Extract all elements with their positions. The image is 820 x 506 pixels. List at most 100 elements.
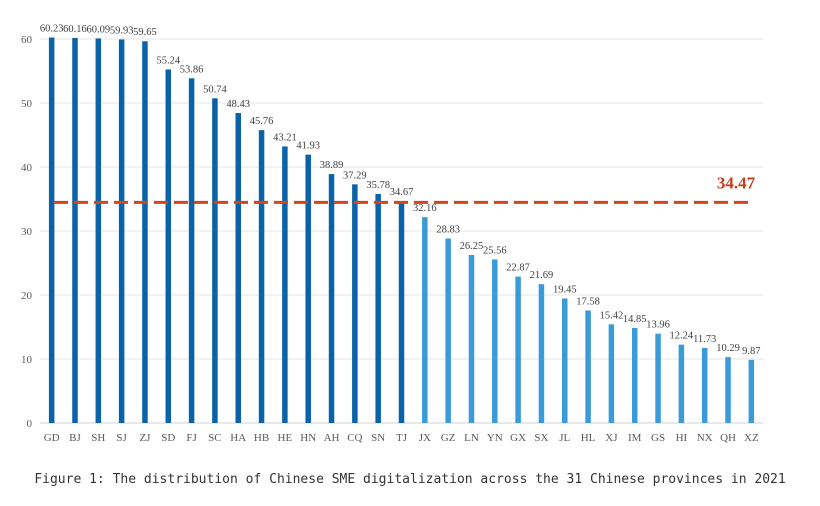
bar-xz [748, 359, 755, 423]
data-label-sc: 50.74 [203, 84, 227, 95]
x-category-sh: SH [91, 432, 105, 444]
bar-gz [445, 238, 451, 423]
data-label-nx: 11.73 [693, 334, 716, 345]
x-category-hn: HN [300, 432, 316, 444]
x-category-sj: SJ [116, 432, 127, 444]
bar-im [631, 327, 638, 423]
data-label-qh: 10.29 [716, 343, 740, 354]
data-label-sn: 35.78 [366, 180, 390, 191]
bar-tj [398, 201, 405, 423]
bar-bj [72, 37, 78, 423]
data-label-gx: 22.87 [506, 263, 530, 274]
bar-chart: 0 10 20 30 40 50 60 60.23 60.16 60.09 59.93 59.65 5… [21, 24, 763, 444]
data-label-bj: 60.16 [63, 24, 87, 35]
y-tick-label: 0 [27, 418, 33, 430]
data-label-yn: 25.56 [483, 245, 507, 256]
data-label-tj: 34.67 [390, 187, 414, 198]
x-category-ln: LN [464, 432, 479, 444]
bar-qh [725, 357, 731, 423]
x-category-yn: YN [487, 432, 503, 444]
data-label-im: 14.85 [623, 314, 647, 325]
data-label-gz: 28.83 [436, 224, 460, 235]
bar-cq [352, 184, 358, 423]
average-line-label: 34.47 [717, 173, 756, 192]
data-label-gd: 60.23 [40, 24, 64, 35]
data-label-sh: 60.09 [86, 24, 110, 35]
data-label-hl: 17.58 [576, 296, 600, 307]
average-line-group: 34.47 [54, 173, 756, 204]
y-tick-label: 60 [21, 34, 33, 46]
x-category-hi: HI [676, 432, 688, 444]
x-category-xz: XZ [744, 432, 759, 444]
x-category-ah: AH [324, 432, 340, 444]
data-label-fj: 53.86 [180, 64, 204, 75]
x-category-qh: QH [720, 432, 736, 444]
y-tick-label: 50 [21, 98, 33, 110]
x-category-sc: SC [208, 432, 221, 444]
bar-gx [515, 276, 521, 423]
data-label-he: 43.21 [273, 132, 297, 143]
bar-gd [48, 37, 55, 423]
data-label-cq: 37.29 [343, 170, 367, 181]
x-axis-categories: GD BJ SH SJ ZJ SD FJ SC HA HB HE HN AH CQ SN TJ JX GZ LN YN… [44, 432, 759, 444]
x-category-jl: JL [559, 432, 570, 444]
data-label-sj: 59.93 [110, 25, 134, 36]
x-category-jx: JX [419, 432, 431, 444]
bar-gs [655, 333, 661, 423]
x-category-hl: HL [581, 432, 596, 444]
y-tick-label: 40 [21, 162, 33, 174]
bar-sx [538, 284, 545, 423]
y-tick-label: 30 [21, 226, 33, 238]
data-label-sd: 55.24 [156, 55, 180, 66]
x-category-bj: BJ [69, 432, 81, 444]
x-category-tj: TJ [396, 432, 408, 444]
data-label-sx: 21.69 [530, 270, 554, 281]
bar-jl [562, 298, 568, 423]
bar-sd [165, 69, 172, 424]
data-label-xz: 9.87 [742, 346, 760, 357]
x-category-nx: NX [697, 432, 713, 444]
bar-ah [328, 174, 335, 423]
data-label-hn: 41.93 [296, 141, 320, 152]
x-category-sn: SN [371, 432, 385, 444]
data-label-xj: 15.42 [600, 310, 624, 321]
x-category-fj: FJ [186, 432, 197, 444]
x-category-hb: HB [254, 432, 269, 444]
bar-sc [212, 98, 218, 423]
x-category-cq: CQ [347, 432, 362, 444]
data-label-hb: 45.76 [250, 116, 274, 127]
data-label-ln: 26.25 [460, 241, 484, 252]
bars [48, 37, 755, 424]
bar-jx [422, 217, 428, 423]
bar-he [282, 146, 288, 423]
data-label-jx: 32.16 [413, 203, 437, 214]
bar-ln [468, 255, 475, 423]
data-label-gs: 13.96 [646, 320, 670, 331]
x-category-sx: SX [534, 432, 548, 444]
bar-sn [375, 194, 381, 423]
x-category-gs: GS [651, 432, 665, 444]
figure-caption: Figure 1: The distribution of Chinese SM… [34, 472, 786, 487]
bar-hb [258, 130, 265, 424]
bar-fj [188, 78, 195, 424]
bar-nx [701, 347, 708, 423]
bar-hn [305, 154, 311, 423]
x-category-gz: GZ [441, 432, 456, 444]
bar-ha [235, 113, 241, 423]
x-category-ha: HA [230, 432, 246, 444]
x-category-sd: SD [161, 432, 175, 444]
x-category-xj: XJ [605, 432, 618, 444]
data-label-zj: 59.65 [133, 27, 157, 38]
data-label-ah: 38.89 [320, 160, 344, 171]
bar-zj [142, 41, 148, 424]
data-label-hi: 12.24 [670, 331, 694, 342]
data-label-jl: 19.45 [553, 285, 577, 296]
bar-xj [608, 324, 615, 423]
x-category-zj: ZJ [139, 432, 151, 444]
bar-yn [492, 259, 498, 423]
y-axis: 0 10 20 30 40 50 60 [21, 34, 33, 430]
y-tick-label: 20 [21, 290, 33, 302]
x-category-im: IM [628, 432, 642, 444]
bar-sh [95, 38, 102, 423]
